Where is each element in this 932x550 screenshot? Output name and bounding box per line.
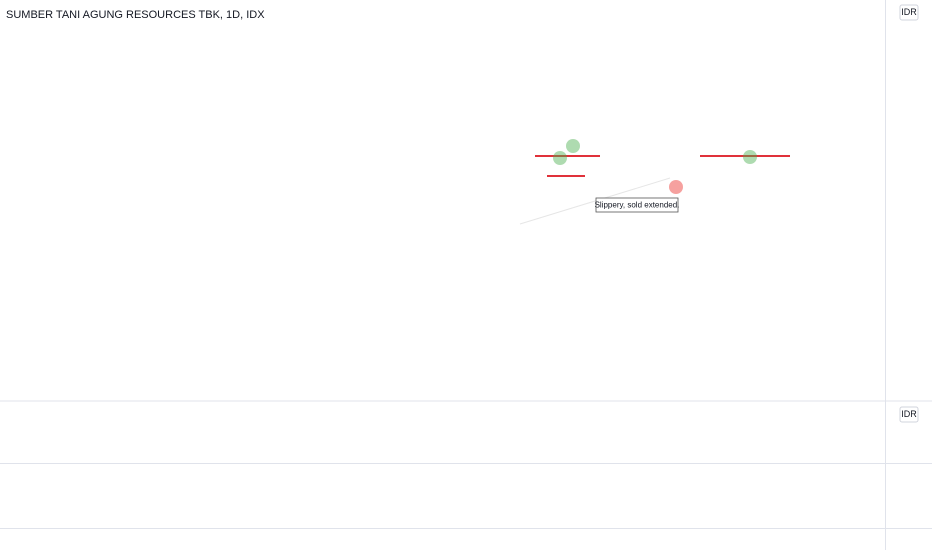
annotation-box <box>595 197 679 213</box>
unit-label: IDR <box>901 409 917 419</box>
drawing-line <box>519 177 671 225</box>
marker-circle <box>553 151 567 165</box>
marker-circle <box>743 150 757 164</box>
annotation: Slippery, sold extended. <box>595 201 680 210</box>
marker-circle <box>566 139 580 153</box>
unit-box <box>899 4 919 21</box>
unit-label: IDR <box>901 7 917 17</box>
unit-box <box>899 406 919 423</box>
chart-title: SUMBER TANI AGUNG RESOURCES TBK, 1D, IDX <box>6 9 265 21</box>
marker-circle <box>669 180 683 194</box>
